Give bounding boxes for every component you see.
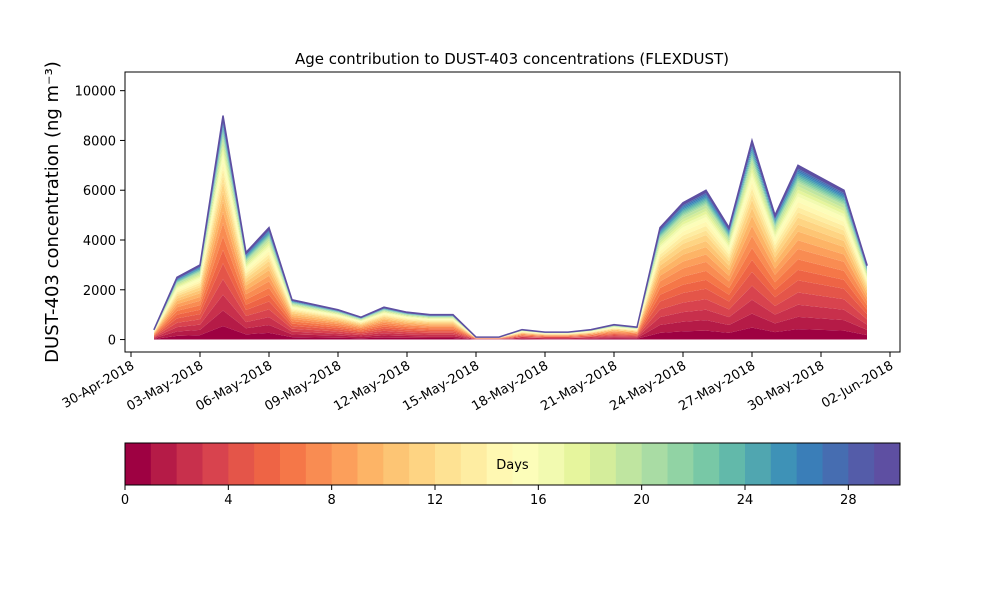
colorbar-frame: [124, 442, 901, 486]
y-tick-label: 8000: [83, 134, 116, 149]
colorbar-cell: [538, 443, 565, 485]
colorbar-cell: [615, 443, 643, 485]
colorbar-tick-label: 28: [840, 493, 857, 508]
colorbar-cell: [280, 443, 307, 485]
area-segment: [154, 249, 867, 339]
area-segment: [154, 236, 867, 339]
area-segment: [154, 182, 867, 338]
colorbar-cell: [435, 443, 462, 485]
colorbar-cell: [305, 443, 333, 485]
colorbar-cell: [125, 443, 152, 485]
area-segment: [154, 176, 867, 338]
axes-frame: [124, 71, 901, 353]
colorbar-cell: [874, 443, 901, 485]
colorbar-tick-label: 20: [633, 493, 650, 508]
area-segment: [154, 326, 867, 340]
colorbar-cell: [202, 443, 229, 485]
colorbar-tick-label: 16: [530, 493, 547, 508]
colorbar-cell: [254, 443, 281, 485]
colorbar-cell: [848, 443, 875, 485]
y-tick-label: 10000: [75, 85, 116, 100]
y-tick-label: 2000: [83, 284, 116, 299]
y-axis-label: DUST-403 concentration (ng m⁻³): [42, 61, 63, 363]
area-segment: [154, 263, 867, 339]
colorbar-cell: [719, 443, 746, 485]
colorbar-cell: [486, 443, 513, 485]
y-tick-label: 6000: [83, 184, 116, 199]
colorbar-cell: [590, 443, 617, 485]
colorbar-cell: [564, 443, 591, 485]
colorbar-cell: [745, 443, 772, 485]
colorbar-tick-label: 0: [121, 493, 129, 508]
y-tick-label: 4000: [83, 234, 116, 249]
area-segment: [154, 200, 867, 339]
colorbar-cell: [150, 443, 178, 485]
area-segment: [154, 279, 867, 340]
colorbar-cell: [796, 443, 823, 485]
colorbar-cell: [409, 443, 436, 485]
colorbar-tick-label: 8: [328, 493, 336, 508]
colorbar-cell: [176, 443, 203, 485]
colorbar-cell: [228, 443, 255, 485]
chart-title: Age contribution to DUST-403 concentrati…: [295, 50, 729, 68]
colorbar-cell: [357, 443, 384, 485]
colorbar-cell: [331, 443, 358, 485]
colorbar-cell: [641, 443, 668, 485]
area-segment: [154, 310, 867, 340]
area-segment: [154, 211, 867, 339]
area-segment: [154, 294, 867, 340]
colorbar: Days 0 4 8 12 16 20 24 28: [121, 442, 901, 508]
colorbar-label: Days: [496, 458, 529, 473]
colorbar-tick-label: 12: [427, 493, 444, 508]
colorbar-cell: [770, 443, 798, 485]
area-segment: [153, 115, 868, 338]
colorbar-cell: [460, 443, 488, 485]
colorbar-cell: [667, 443, 694, 485]
colorbar-cell: [822, 443, 849, 485]
colorbar-cell: [383, 443, 410, 485]
colorbar-tick-label: 4: [224, 493, 232, 508]
area-segment: [154, 191, 867, 339]
y-tick-label: 0: [108, 334, 116, 349]
colorbar-cell: [693, 443, 720, 485]
colorbar-cell: [512, 443, 539, 485]
colorbar-tick-label: 24: [737, 493, 754, 508]
area-segment: [154, 223, 867, 339]
plot-area: [153, 115, 868, 340]
